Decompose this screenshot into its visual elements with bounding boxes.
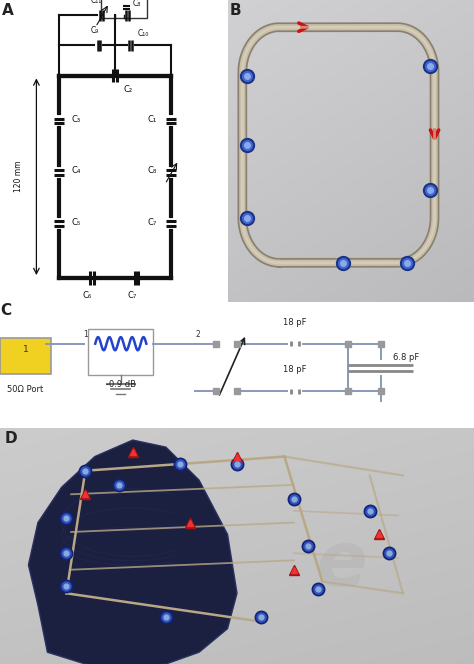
Text: C₄: C₄	[72, 166, 81, 175]
Text: e: e	[315, 528, 367, 602]
Bar	[88, 329, 153, 374]
Text: C₈: C₈	[148, 166, 157, 175]
Text: A: A	[2, 3, 14, 18]
Text: 1: 1	[23, 345, 28, 354]
Text: cable trap: cable trap	[0, 663, 1, 664]
Text: C₁₀: C₁₀	[137, 29, 149, 39]
Text: C₈: C₈	[133, 0, 141, 8]
Text: C₃: C₃	[72, 115, 81, 124]
Text: 18 pF: 18 pF	[283, 317, 307, 327]
Polygon shape	[28, 440, 237, 664]
Text: 120 mm: 120 mm	[14, 161, 23, 193]
Text: -0.9 dB: -0.9 dB	[106, 380, 136, 388]
FancyBboxPatch shape	[0, 338, 51, 374]
Bar	[101, 0, 147, 18]
Text: B: B	[230, 3, 242, 18]
Text: D: D	[5, 431, 18, 446]
Text: C₁: C₁	[148, 115, 157, 124]
Text: C₂: C₂	[124, 85, 133, 94]
Text: 1: 1	[83, 329, 88, 339]
Text: 18 pF: 18 pF	[283, 365, 307, 374]
Text: C₇: C₇	[128, 291, 137, 299]
Text: C₉: C₉	[90, 27, 99, 35]
Text: C₅: C₅	[72, 218, 81, 226]
Text: 50Ω Port: 50Ω Port	[8, 384, 44, 394]
Text: C₇: C₇	[148, 218, 157, 226]
Text: C₆: C₆	[83, 291, 92, 299]
Text: C: C	[0, 303, 11, 318]
Text: 2: 2	[195, 329, 200, 339]
Text: 6.8 pF: 6.8 pF	[392, 353, 419, 363]
Text: C₁₁: C₁₁	[91, 0, 102, 5]
